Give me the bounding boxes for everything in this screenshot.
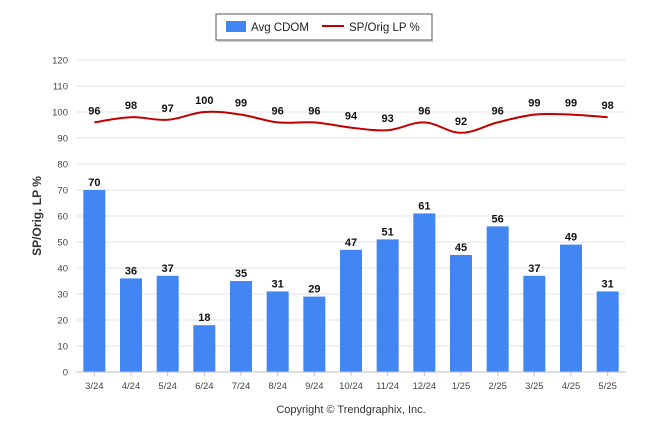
x-tick-label: 5/24: [158, 381, 177, 392]
line-data-label: 98: [125, 100, 137, 112]
x-tick-label: 11/24: [376, 381, 399, 392]
y-tick-label: 50: [57, 238, 68, 249]
bar: [83, 190, 106, 372]
line-data-label: 99: [235, 98, 247, 110]
bar: [230, 281, 252, 372]
x-tick-label: 4/25: [562, 381, 581, 392]
bar-data-label: 29: [308, 284, 320, 296]
x-tick-label: 7/24: [232, 381, 251, 392]
bar: [156, 275, 179, 372]
bar: [413, 213, 436, 372]
line-data-label: 96: [272, 105, 284, 117]
y-tick-label: 120: [52, 56, 68, 67]
bar: [266, 291, 289, 372]
line-data-label: 97: [162, 103, 174, 115]
legend: Avg CDOM SP/Orig LP %: [215, 13, 433, 42]
x-tick-label: 6/24: [195, 381, 214, 392]
bar: [596, 291, 619, 372]
line-data-label: 96: [308, 105, 320, 117]
line-data-label: 100: [195, 95, 213, 107]
bar: [560, 244, 582, 372]
bar-data-label: 49: [565, 232, 577, 244]
line-data-label: 98: [602, 100, 614, 112]
x-tick-label: 10/24: [339, 381, 363, 392]
bar-data-label: 61: [418, 200, 430, 212]
line-data-label: 96: [88, 105, 100, 117]
label-layer: 70 36 37 18 35 31 29 47 51 61 45 56 37 49 31 96 98 97 100 9…: [88, 95, 614, 324]
line-data-label: 96: [492, 105, 504, 117]
bar-data-label: 18: [198, 312, 210, 324]
y-tick-label: 80: [57, 160, 68, 171]
bar-data-label: 37: [528, 263, 540, 275]
bar: [523, 275, 546, 372]
y-tick-label: 10: [57, 342, 68, 353]
x-tick-label: 1/25: [452, 381, 471, 392]
x-tick-label: 2/25: [488, 381, 507, 392]
bar-data-label: 31: [602, 278, 614, 290]
y-tick-label: 20: [57, 316, 68, 327]
x-tick-label: 9/24: [305, 381, 324, 392]
bar-data-label: 36: [125, 265, 137, 277]
bar: [193, 325, 216, 372]
y-tick-label: 110: [53, 82, 68, 93]
bar: [120, 278, 142, 372]
line-data-label: 96: [418, 105, 430, 117]
bar-data-label: 70: [88, 177, 100, 189]
bar: [340, 249, 362, 372]
line-data-label: 93: [382, 113, 394, 125]
y-tick-label: 90: [57, 134, 68, 145]
y-tick-label: 30: [57, 290, 68, 301]
x-tick-label: 12/24: [412, 381, 436, 392]
y-tick-label: 40: [57, 264, 68, 275]
bar-data-label: 56: [492, 213, 504, 225]
legend-label-avg-cdom: Avg CDOM: [251, 22, 309, 34]
x-tick-label: 3/25: [525, 381, 544, 392]
bar-data-label: 35: [235, 268, 247, 280]
line-data-label: 92: [455, 116, 467, 128]
bar: [486, 226, 509, 372]
x-tick-label: 4/24: [122, 381, 141, 392]
bar: [376, 239, 399, 372]
copyright-text: Copyright © Trendgraphix, Inc.: [276, 404, 425, 416]
axis-layer: 0 10 20 30 40 50 60 70 80 90 100 110 120 3/24 4/24 5/24…: [52, 56, 626, 392]
line-layer: [94, 110, 608, 134]
bar-data-label: 31: [272, 278, 284, 290]
legend-label-sp-orig-lp: SP/Orig LP %: [349, 22, 420, 34]
y-tick-label: 70: [57, 186, 68, 197]
bar: [303, 296, 326, 372]
bar-layer: [83, 190, 619, 372]
bar: [450, 255, 472, 372]
bar-data-label: 47: [345, 237, 357, 249]
legend-swatch-avg-cdom: [226, 21, 246, 32]
x-tick-label: 5/25: [598, 381, 617, 392]
y-tick-label: 0: [63, 368, 68, 379]
bar-data-label: 51: [382, 226, 394, 238]
y-axis-title: SP/Orig. LP %: [30, 176, 44, 256]
y-tick-label: 60: [57, 212, 68, 223]
x-tick-label: 8/24: [268, 381, 287, 392]
line-data-label: 99: [565, 98, 577, 110]
x-tick-label: 3/24: [85, 381, 104, 392]
y-tick-label: 100: [52, 108, 68, 119]
bar-data-label: 45: [455, 242, 467, 254]
line-data-label: 94: [345, 111, 358, 123]
bar-data-label: 37: [162, 263, 174, 275]
line-data-label: 99: [528, 98, 540, 110]
